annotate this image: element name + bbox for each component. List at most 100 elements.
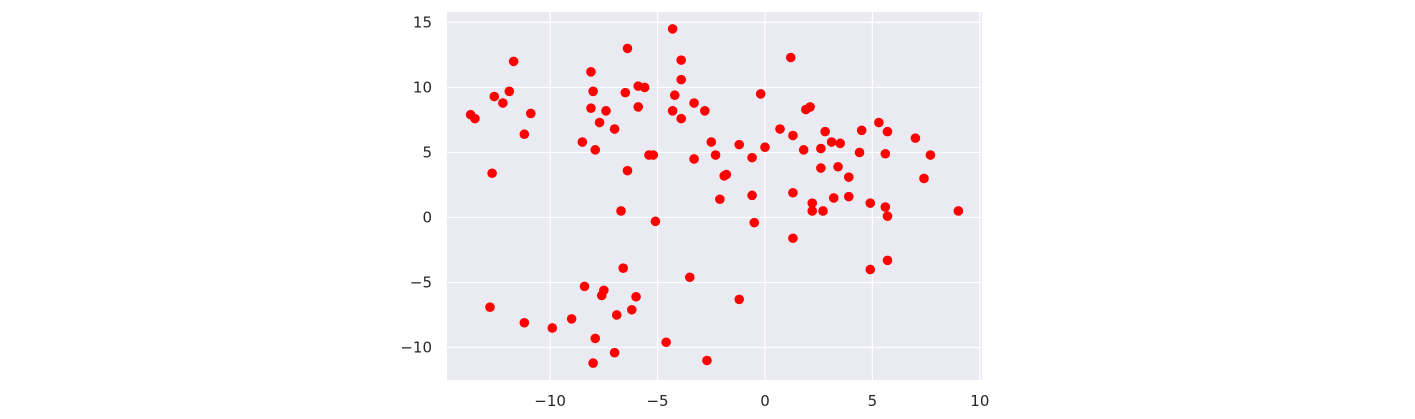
y-tick-label: 15	[413, 13, 432, 31]
data-point	[525, 108, 536, 119]
y-axis-ticks: −10 −5 0 5 10 15	[400, 13, 432, 356]
data-point	[715, 194, 725, 205]
data-point	[910, 133, 921, 143]
data-point	[882, 211, 893, 221]
data-point	[798, 145, 809, 155]
data-point	[601, 106, 611, 116]
data-point	[470, 113, 480, 124]
data-point	[590, 145, 601, 155]
y-tick-label: 10	[413, 78, 432, 96]
data-point	[843, 172, 854, 182]
data-point	[788, 130, 798, 141]
data-point	[816, 143, 826, 154]
data-point	[689, 98, 699, 108]
data-point	[874, 117, 884, 128]
data-point	[667, 106, 678, 116]
data-point	[639, 82, 650, 93]
data-point	[579, 281, 590, 292]
data-point	[489, 91, 500, 102]
data-point	[566, 314, 577, 324]
data-point	[734, 294, 745, 305]
data-point	[611, 310, 622, 320]
data-point	[616, 206, 626, 216]
data-point	[880, 202, 891, 212]
data-point	[700, 106, 710, 116]
data-point	[721, 169, 732, 180]
data-point	[508, 56, 519, 67]
data-point	[882, 255, 893, 266]
data-point	[519, 129, 530, 140]
data-point	[504, 86, 515, 97]
data-point	[609, 347, 620, 358]
x-tick-label: 5	[868, 392, 878, 410]
data-point	[747, 190, 757, 201]
data-point	[633, 102, 644, 112]
data-point	[805, 102, 815, 112]
data-point	[596, 290, 607, 301]
data-point	[833, 161, 843, 172]
data-point	[747, 152, 757, 163]
data-points	[465, 24, 964, 368]
data-point	[676, 74, 686, 85]
data-point	[925, 150, 936, 160]
data-point	[669, 90, 680, 101]
data-point	[590, 333, 601, 344]
data-point	[710, 150, 721, 160]
data-point	[953, 206, 964, 216]
data-point	[760, 142, 770, 153]
data-point	[865, 264, 876, 275]
data-point	[620, 87, 631, 98]
x-axis-ticks: −10 −5 0 5 10	[534, 392, 989, 410]
data-point	[667, 24, 678, 34]
data-point	[843, 191, 854, 202]
x-tick-label: −5	[646, 392, 668, 410]
data-point	[820, 126, 830, 137]
y-tick-label: 5	[422, 143, 432, 161]
data-point	[854, 147, 865, 158]
data-point	[826, 137, 837, 147]
data-point	[609, 124, 620, 134]
data-point	[588, 358, 598, 368]
data-point	[882, 126, 893, 137]
data-point	[487, 168, 497, 179]
data-point	[749, 217, 760, 228]
data-point	[702, 355, 712, 366]
data-point	[676, 113, 686, 124]
data-point	[775, 124, 785, 134]
data-point	[788, 233, 798, 244]
data-point	[676, 55, 686, 65]
data-point	[631, 291, 641, 302]
data-point	[865, 198, 876, 208]
data-point	[650, 216, 661, 227]
data-point	[547, 323, 558, 333]
data-point	[519, 317, 530, 328]
data-point	[618, 263, 628, 273]
y-tick-label: −5	[410, 273, 432, 291]
data-point	[755, 89, 766, 99]
data-point	[661, 337, 671, 348]
y-tick-label: 0	[422, 208, 432, 226]
data-point	[807, 206, 818, 216]
data-point	[586, 67, 596, 77]
x-tick-label: 0	[760, 392, 770, 410]
data-point	[586, 103, 596, 114]
data-point	[856, 125, 867, 136]
data-point	[880, 148, 891, 159]
data-point	[498, 98, 508, 108]
data-point	[648, 150, 659, 160]
data-point	[919, 173, 929, 184]
data-point	[485, 302, 495, 312]
data-point	[818, 206, 828, 216]
x-tick-label: −10	[534, 392, 566, 410]
plot-background	[447, 12, 982, 380]
x-tick-label: 10	[970, 392, 989, 410]
data-point	[785, 52, 796, 63]
data-point	[626, 304, 637, 315]
grid-lines	[447, 12, 982, 380]
data-point	[788, 187, 798, 198]
data-point	[706, 137, 717, 147]
data-point	[594, 117, 605, 128]
data-point	[684, 272, 695, 283]
y-tick-label: −10	[400, 338, 432, 356]
